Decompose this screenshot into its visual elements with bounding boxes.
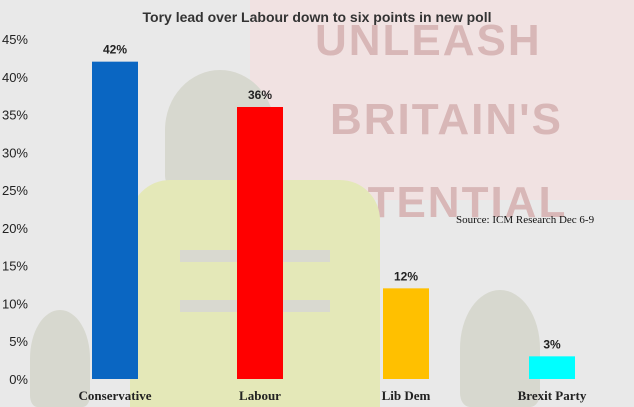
y-tick-label: 35% (2, 108, 28, 123)
bar-labour (237, 107, 283, 379)
y-tick-label: 40% (2, 70, 28, 85)
y-tick-label: 5% (9, 334, 28, 349)
x-category-label: Lib Dem (382, 388, 431, 403)
x-category-label: Conservative (79, 388, 152, 403)
x-category-label: Brexit Party (518, 388, 587, 403)
y-tick-label: 20% (2, 221, 28, 236)
chart-title: Tory lead over Labour down to six points… (143, 9, 492, 25)
y-tick-label: 45% (2, 32, 28, 47)
y-tick-label: 25% (2, 183, 28, 198)
x-axis-labels: Conservative Labour Lib Dem Brexit Party (79, 388, 587, 403)
source-annotation: Source: ICM Research Dec 6-9 (456, 214, 595, 226)
bar-conservative (92, 61, 138, 380)
value-labels-group: 42% 36% 12% 3% (103, 43, 561, 352)
bar-value-label: 3% (543, 337, 561, 351)
bar-value-label: 36% (248, 88, 272, 102)
y-tick-label: 15% (2, 259, 28, 274)
bars-group (92, 61, 575, 380)
bar-value-label: 42% (103, 43, 127, 57)
bar-value-label: 12% (394, 269, 418, 283)
x-category-label: Labour (239, 388, 281, 403)
y-tick-label: 10% (2, 296, 28, 311)
y-axis: 0% 5% 10% 15% 20% 25% 30% 35% 40% 45% (2, 32, 28, 387)
y-tick-label: 30% (2, 145, 28, 160)
bar-brexit-party (529, 356, 575, 379)
y-tick-label: 0% (9, 372, 28, 387)
bar-lib-dem (383, 288, 429, 379)
